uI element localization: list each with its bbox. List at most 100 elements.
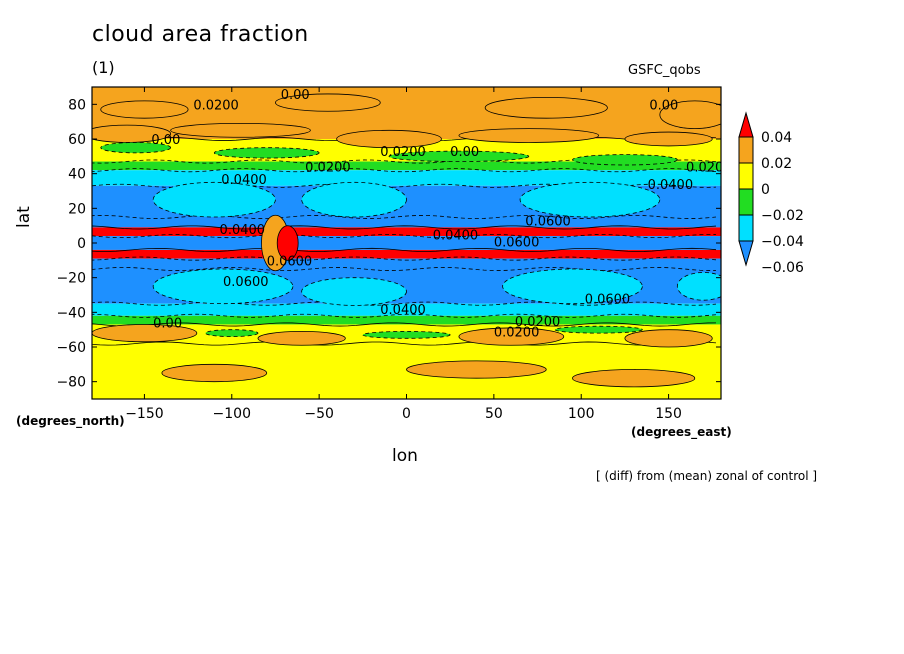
contour-patch-5: [170, 122, 311, 138]
contour-patch-2: [484, 97, 608, 119]
contour-line-10: [92, 266, 717, 272]
y-tick-label-1: −60: [56, 340, 86, 356]
colorbar-swatch-4: [738, 214, 754, 242]
colorbar-label-1: 0.02: [761, 156, 792, 172]
contour-patch-26: [161, 363, 268, 383]
contour-label-17: 0.0400: [380, 303, 426, 318]
zonal-band-3: [92, 170, 721, 186]
contour-patch-3: [659, 100, 721, 129]
colorbar-label-4: −0.04: [761, 234, 804, 250]
contour-line-14: [92, 341, 717, 346]
contour-line-7: [92, 234, 717, 239]
contour-line-9: [92, 256, 717, 261]
y-tick-label-7: 60: [68, 132, 86, 148]
contour-patch-10: [213, 147, 320, 159]
contour-label-15: 0.0600: [223, 275, 269, 290]
y-tick-label-5: 20: [68, 201, 86, 217]
contour-patch-14: [301, 181, 407, 218]
colorbar-swatch-3: [738, 188, 754, 216]
contour-label-20: 0.00: [153, 317, 182, 332]
contour-label-4: 0.0200: [380, 145, 426, 160]
contour-line-6: [92, 225, 717, 230]
contour-patch-6: [336, 129, 442, 149]
contour-patch-30: [362, 330, 451, 339]
contour-label-14: 0.0600: [267, 254, 313, 269]
contour-patch-8: [624, 131, 713, 147]
contour-patch-0: [100, 100, 189, 119]
model-label: GSFC_qobs: [628, 63, 701, 78]
y-tick-label-2: −40: [56, 305, 86, 321]
contour-line-8: [92, 247, 717, 252]
contour-label-5: 0.00: [450, 145, 479, 160]
colorbar: 0.04 0.02 0 −0.02 −0.04 −0.06: [738, 111, 804, 276]
contour-patch-22: [92, 324, 198, 343]
contour-label-10: 0.0600: [525, 214, 571, 229]
y-tick-label-8: 80: [68, 97, 86, 113]
colorbar-label-3: −0.02: [761, 208, 804, 224]
colorbar-label-0: 0.04: [761, 130, 792, 146]
contour-patch-27: [406, 360, 547, 379]
x-tick-label-2: −50: [304, 406, 334, 422]
x-tick-label-0: −150: [125, 406, 163, 422]
colorbar-swatch-1: [738, 136, 754, 164]
x-tick-label-6: 150: [655, 406, 682, 422]
contour-label-13: 0.0600: [494, 235, 539, 250]
contour-label-2: 0.00: [649, 98, 678, 113]
zonal-band-7: [92, 236, 721, 250]
colorbar-label-2: 0: [761, 182, 770, 198]
x-tick-label-4: 50: [485, 406, 503, 422]
contour-patch-28: [572, 369, 696, 388]
chart-subtitle: (1): [92, 58, 115, 77]
contour-line-5: [92, 214, 717, 220]
contour-patch-15: [519, 181, 661, 218]
zonal-band-9: [92, 258, 721, 269]
contour-patch-29: [205, 329, 259, 337]
x-tick-label-5: 100: [568, 406, 595, 422]
x-axis-units: (degrees_east): [631, 425, 732, 439]
x-axis-label: lon: [392, 446, 418, 466]
contour-patch-31: [554, 325, 643, 334]
zonal-band-5: [92, 217, 721, 228]
filled-contours: [92, 87, 721, 399]
y-tick-label-6: 40: [68, 167, 86, 183]
y-tick-label-4: 0: [77, 236, 86, 252]
zonal-band-2: [92, 161, 721, 171]
contour-patch-12: [572, 154, 678, 166]
contour-patch-25: [624, 329, 713, 348]
contour-patch-9: [100, 142, 172, 154]
contour-label-12: 0.0400: [433, 228, 479, 243]
y-axis-units: (degrees_north): [16, 414, 125, 428]
contour-patch-18: [502, 268, 643, 305]
contour-patch-1: [275, 93, 381, 112]
contour-label-6: 0.0200: [305, 161, 351, 176]
contour-label-19: 0.0200: [494, 325, 539, 340]
contour-label-11: 0.0400: [220, 223, 266, 238]
contour-patch-11: [388, 150, 530, 162]
contour-label-18: 0.0200: [515, 315, 561, 330]
chart-title: cloud area fraction: [92, 22, 309, 47]
contour-label-7: 0.0200: [686, 161, 732, 176]
contour-patch-24: [458, 327, 565, 346]
zonal-band-12: [92, 315, 721, 325]
colorbar-cap-top: [738, 111, 754, 138]
contour-label-16: 0.0600: [585, 292, 631, 307]
colorbar-swatch-2: [738, 162, 754, 190]
zonal-band-6: [92, 227, 721, 237]
contour-label-0: 0.0200: [193, 98, 239, 113]
contour-patch-7: [458, 128, 600, 143]
contour-patch-13: [152, 181, 276, 218]
contour-label-1: 0.00: [281, 88, 310, 103]
y-tick-label-0: −80: [56, 375, 86, 391]
axes: −80 −60 −40 −20 0 20 40 60 80 −150 −100 −50 0 50 100 15…: [56, 87, 721, 422]
zonal-band-8: [92, 249, 721, 259]
colorbar-cap-bottom: [738, 240, 754, 267]
y-tick-label-3: −20: [56, 271, 86, 287]
x-tick-label-3: 0: [402, 406, 411, 422]
contour-patch-17: [301, 277, 407, 306]
contour-label-9: 0.0400: [648, 178, 694, 193]
colorbar-label-5: −0.06: [761, 260, 804, 276]
zonal-band-11: [92, 303, 721, 316]
contour-line-3: [92, 168, 717, 173]
